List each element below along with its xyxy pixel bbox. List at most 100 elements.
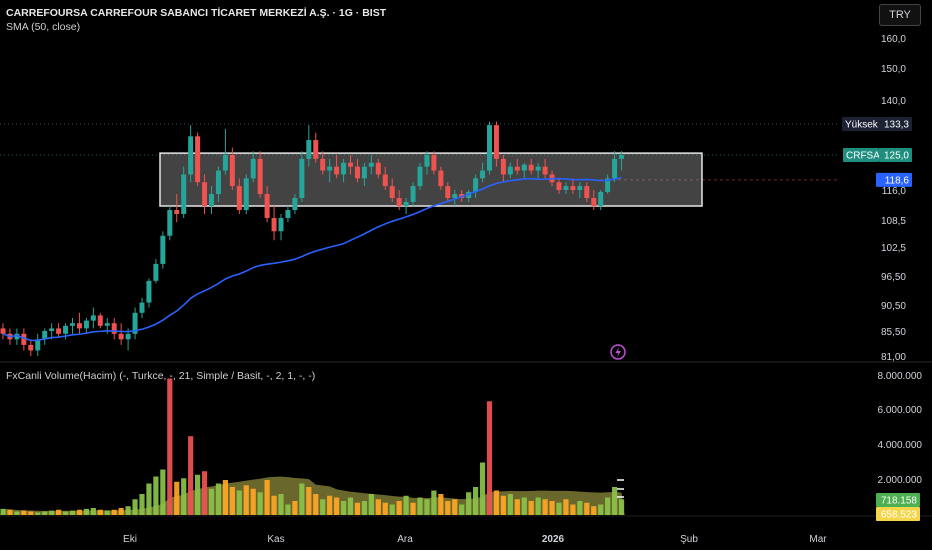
time-tick-label: 2026 bbox=[542, 534, 565, 545]
volume-bar bbox=[354, 502, 361, 515]
volume-bar bbox=[605, 497, 611, 515]
candle-body bbox=[104, 323, 110, 326]
volume-bar bbox=[445, 501, 451, 515]
candle bbox=[507, 162, 513, 179]
candle-body bbox=[21, 333, 27, 345]
volume-bar bbox=[306, 487, 312, 515]
candle-body bbox=[264, 194, 270, 218]
candle-body bbox=[403, 202, 409, 206]
candle-body bbox=[97, 315, 103, 326]
volume-indicator-label[interactable]: FxCanli Volume(Hacim) (-, Turkce, -, 21,… bbox=[6, 370, 316, 382]
candle-body bbox=[243, 178, 249, 210]
sma-value-tag-bg bbox=[876, 172, 912, 187]
volume-bar bbox=[320, 499, 326, 515]
candle-body bbox=[431, 155, 437, 171]
volume-bar bbox=[563, 499, 569, 515]
candle-body bbox=[49, 328, 55, 331]
candle-body bbox=[14, 333, 20, 340]
volume-bar bbox=[56, 509, 62, 515]
price-tick-label: 85,50 bbox=[881, 327, 906, 338]
candle-body bbox=[396, 198, 402, 206]
candle-body bbox=[591, 198, 597, 206]
volume-bar bbox=[69, 510, 76, 515]
candle-body bbox=[250, 158, 256, 179]
candle-body bbox=[90, 315, 96, 321]
candle bbox=[354, 158, 360, 183]
candle-body bbox=[327, 166, 333, 171]
currency-button[interactable]: TRY bbox=[879, 4, 921, 26]
candle-body bbox=[598, 192, 604, 206]
volume-bar bbox=[368, 494, 374, 515]
candle bbox=[563, 182, 569, 194]
candle-body bbox=[257, 158, 263, 194]
candle-body bbox=[285, 210, 291, 218]
candle-body bbox=[188, 136, 194, 175]
candle-body bbox=[521, 164, 527, 171]
price-tick-label: 150,0 bbox=[881, 64, 906, 75]
candle bbox=[229, 147, 235, 190]
volume-bar bbox=[340, 501, 347, 515]
chart-grid bbox=[0, 123, 932, 517]
candle bbox=[90, 307, 96, 329]
candle-body bbox=[70, 323, 75, 326]
candle-body bbox=[174, 210, 180, 214]
candle bbox=[584, 182, 590, 202]
volume-bar bbox=[521, 497, 527, 515]
volume-bar bbox=[146, 483, 152, 515]
volume-bar bbox=[410, 502, 416, 515]
candle bbox=[271, 206, 277, 241]
price-tick-label: 90,50 bbox=[881, 301, 906, 312]
candle bbox=[146, 278, 152, 308]
candle-body bbox=[542, 166, 548, 175]
volume-bar bbox=[188, 436, 194, 515]
volume-bar bbox=[49, 510, 55, 515]
candle bbox=[243, 174, 249, 214]
candle bbox=[424, 151, 430, 175]
candle-body bbox=[271, 218, 277, 232]
candle-body bbox=[292, 198, 298, 210]
candle-body bbox=[195, 136, 201, 183]
volume-bar bbox=[403, 495, 409, 515]
volume-bar bbox=[542, 499, 548, 515]
volume-bar bbox=[167, 378, 173, 515]
candle-body bbox=[361, 166, 367, 179]
candlesticks bbox=[0, 121, 625, 356]
candle-body bbox=[535, 166, 541, 171]
candle bbox=[0, 323, 6, 340]
volume-bar bbox=[382, 502, 388, 515]
candle-body bbox=[76, 323, 82, 329]
candle-body bbox=[570, 186, 576, 190]
candle bbox=[174, 194, 180, 223]
sma-indicator-label[interactable]: SMA (50, close) bbox=[6, 21, 81, 33]
candle-body bbox=[83, 320, 89, 329]
volume-value-tag-bg bbox=[876, 493, 920, 507]
candle-body bbox=[181, 174, 187, 214]
candle-body bbox=[334, 166, 340, 175]
candle-body bbox=[375, 162, 381, 175]
volume-bar bbox=[0, 508, 6, 515]
alert-icon[interactable] bbox=[610, 344, 626, 360]
volume-bars bbox=[0, 378, 625, 515]
last-price-tag-bg bbox=[879, 148, 912, 162]
volume-bar bbox=[424, 499, 430, 515]
time-tick-label: Kas bbox=[267, 534, 284, 545]
symbol-title[interactable]: CARREFOURSA CARREFOUR SABANCI TİCARET ME… bbox=[6, 7, 387, 19]
candle bbox=[570, 178, 576, 194]
volume-bar bbox=[250, 488, 256, 515]
volume-tick-label: 6.000.000 bbox=[878, 405, 923, 416]
candle-body bbox=[125, 333, 131, 340]
candle-body bbox=[215, 170, 221, 194]
candle-body bbox=[612, 158, 618, 179]
price-tick-label: 81,00 bbox=[881, 352, 906, 363]
time-axis: Eki Kas Ara 2026 Şub Mar bbox=[123, 534, 827, 545]
candle bbox=[306, 125, 312, 167]
volume-bar bbox=[577, 501, 583, 515]
volume-bar bbox=[222, 480, 228, 515]
candle-body bbox=[382, 174, 388, 187]
candle-body bbox=[35, 339, 41, 351]
candle-body bbox=[42, 331, 48, 340]
candle-body bbox=[584, 186, 590, 198]
volume-bar bbox=[160, 469, 166, 515]
volume-bar bbox=[535, 497, 541, 515]
